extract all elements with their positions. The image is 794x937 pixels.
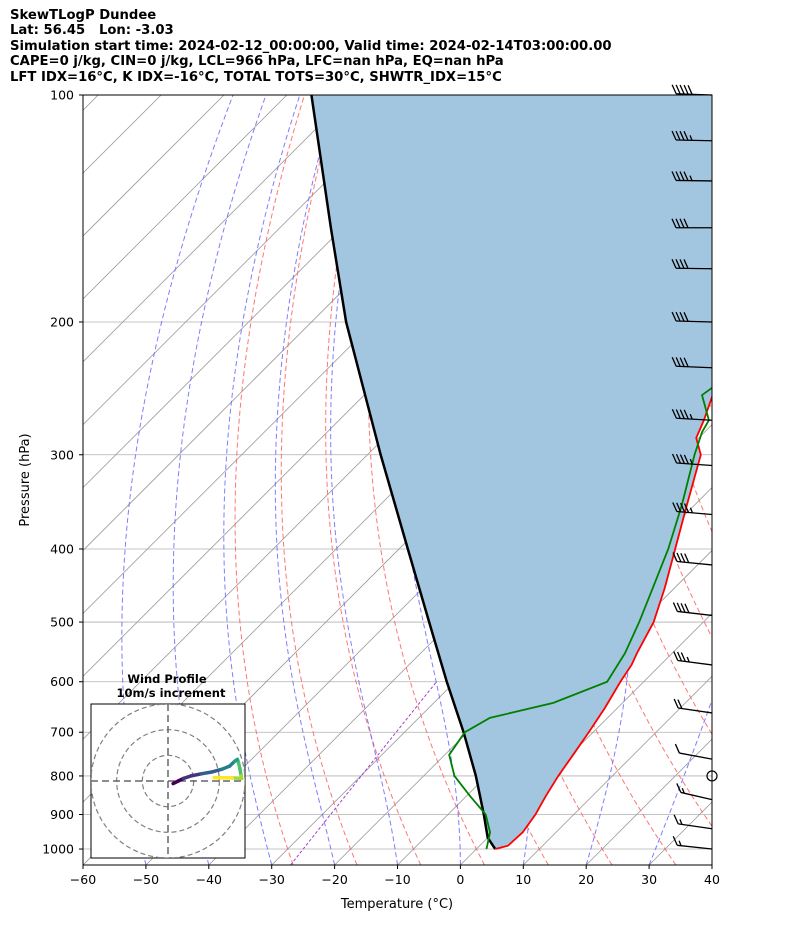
x-axis-label: Temperature (°C) [340,897,453,912]
x-tick-label: 0 [456,872,464,887]
isotherm-line [711,864,712,865]
cin-cape-shading [311,95,712,850]
x-tick-label: 40 [704,872,720,887]
y-tick-label: 200 [50,314,74,329]
chart-title: SkewTLogP Dundee Lat: 56.45 Lon: -3.03 S… [10,8,612,85]
inset-subtitle: 10m/s increment [117,686,226,700]
dry-adiabat [234,95,305,865]
wind-barb [673,698,713,714]
dewpoint-profile-line [448,386,712,850]
wind-barb [671,218,712,229]
moist-adiabat [223,95,301,865]
x-axis-ticks: −60 −50 −40 −30 −20 −10 0 10 20 30 40 [70,865,720,887]
wind-barb [674,743,713,760]
isotherm-line [83,95,225,237]
cin-shading [311,95,712,850]
title-line-location: Lat: 56.45 Lon: -3.03 [10,23,174,39]
isotherm-line [334,487,712,865]
isotherm-line [523,675,712,865]
y-tick-label: 1000 [42,842,74,857]
sounding-profiles [310,95,712,850]
wind-barb [672,836,713,850]
moist-adiabat [711,863,712,865]
y-tick-label: 700 [50,725,74,740]
wind-barb [671,408,713,421]
x-tick-label: −20 [321,872,347,887]
y-tick-label: 300 [50,447,74,462]
dry-adiabat [761,95,794,865]
x-tick-label: −30 [259,872,285,887]
wind-barb [671,258,713,270]
y-tick-label: 100 [50,88,74,103]
wind-barb [672,502,713,516]
x-tick-label: 10 [515,872,531,887]
x-tick-label: 20 [578,872,594,887]
wind-barb [672,552,713,566]
x-tick-label: −40 [196,872,222,887]
wind-barb [671,171,713,182]
wind-barb [672,602,713,617]
y-axis-ticks: 1000 900 800 700 600 500 400 300 200 100 [42,88,83,857]
wind-barbs [671,84,718,850]
title-line-times: Simulation start time: 2024-02-12_00:00:… [10,38,612,54]
dry-adiabat [280,95,358,865]
moist-adiabat [274,95,337,865]
wind-barb [673,651,713,666]
y-tick-label: 600 [50,674,74,689]
wind-barb [676,783,713,801]
temperature-profile-line [495,394,712,850]
moist-adiabat [172,95,267,865]
y-tick-label: 400 [50,541,74,556]
wind-barb [671,84,713,96]
mixing-ratio-lines [290,681,437,865]
y-tick-label: 800 [50,768,74,783]
x-tick-label: −60 [70,872,96,887]
dry-adiabat [728,95,794,865]
x-tick-label: −10 [384,872,410,887]
title-line-cape: CAPE=0 j/kg, CIN=0 j/kg, LCL=966 hPa, LF… [10,54,504,70]
parcel-profile-line [310,95,497,850]
isotherm-line [460,612,712,865]
y-tick-label: 500 [50,615,74,630]
title-line-indices: LFT IDX=16°C, K IDX=-16°C, TOTAL TOTS=30… [10,69,502,85]
x-tick-label: 30 [641,872,657,887]
moist-adiabat [330,95,398,865]
wind-profile-inset: Wind Profile 10m/s increment [90,672,246,859]
inset-title: Wind Profile [127,672,207,686]
wind-barb [673,814,713,830]
wind-barb [671,356,713,369]
wind-barb [671,453,713,467]
mixing-ratio-line [290,681,437,865]
y-tick-label: 900 [50,807,74,822]
moist-adiabat [648,698,712,865]
hodograph-segment [209,767,224,774]
y-axis-label: Pressure (hPa) [18,433,33,526]
isotherm-line [83,95,288,300]
wind-barb [671,311,713,323]
wind-barb [671,130,713,142]
isotherm-line [83,95,351,363]
title-line-station: SkewTLogP Dundee [10,8,157,23]
x-tick-label: −50 [133,872,159,887]
isotherm-line [83,95,413,426]
